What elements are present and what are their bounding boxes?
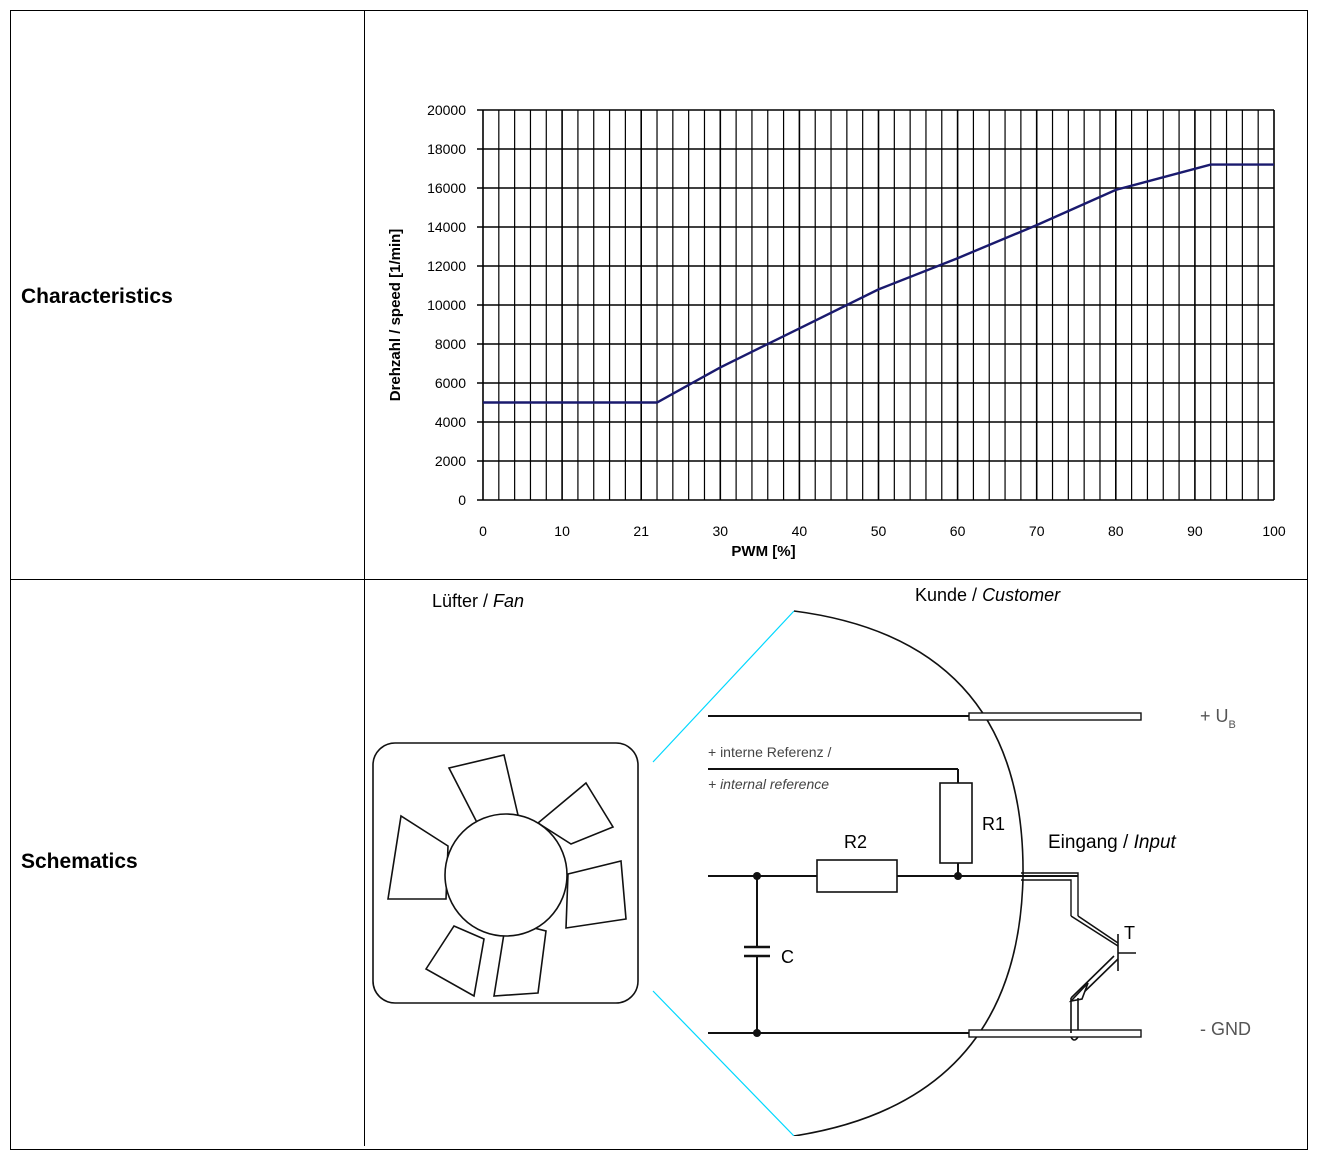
x-tick-labels: 0 10 21 30 40 50 60 70 80 90 100 <box>479 523 1286 539</box>
boundary-line-bottom <box>652 990 795 1136</box>
gnd-label: - GND <box>1200 1019 1251 1039</box>
x-tick-label: 100 <box>1262 523 1286 539</box>
y-tick-label: 4000 <box>435 414 466 430</box>
y-tick-label: 0 <box>458 492 466 508</box>
y-tick-label: 2000 <box>435 453 466 469</box>
x-tick-label: 40 <box>792 523 808 539</box>
speed-pwm-chart: 0 2000 4000 6000 8000 10000 12000 14000 16000 180… <box>387 102 1286 560</box>
transistor-t <box>1068 915 1136 1041</box>
table-row-divider <box>10 579 1308 580</box>
x-tick-label: 60 <box>950 523 966 539</box>
t-label: T <box>1124 923 1135 943</box>
r1-label: R1 <box>982 814 1005 834</box>
y-tick-label: 18000 <box>427 141 466 157</box>
y-tick-labels: 0 2000 4000 6000 8000 10000 12000 14000 16000 180… <box>427 102 466 508</box>
boundary-line-top <box>652 610 795 763</box>
y-tick-label: 12000 <box>427 258 466 274</box>
node-dot <box>954 872 962 880</box>
fan-title: Lüfter / Fan <box>432 591 524 611</box>
speed-series-line <box>483 163 1274 404</box>
schematic-diagram: Lüfter / Fan Kunde / Customer + UB + int… <box>372 585 1251 1136</box>
supply-label: + UB <box>1200 706 1236 731</box>
x-tick-label: 10 <box>554 523 570 539</box>
y-tick-label: 20000 <box>427 102 466 118</box>
schematics-label: Schematics <box>21 850 138 873</box>
x-tick-label: 80 <box>1108 523 1124 539</box>
c-label: C <box>781 947 794 967</box>
y-axis-title: Drehzahl / speed [1/min] <box>387 229 404 402</box>
horizontal-gridlines <box>477 109 1274 501</box>
y-tick-label: 16000 <box>427 180 466 196</box>
x-axis-title: PWM [%] <box>731 543 795 560</box>
fan-icon <box>372 742 639 1004</box>
reference-label-de: + interne Referenz / <box>708 744 831 760</box>
characteristics-label: Characteristics <box>21 285 173 308</box>
supply-terminal <box>968 712 1142 721</box>
y-tick-label: 10000 <box>427 297 466 313</box>
resistor-r2 <box>816 859 898 893</box>
x-tick-label: 50 <box>871 523 887 539</box>
table-column-divider <box>364 10 365 1146</box>
x-tick-label: 21 <box>633 523 649 539</box>
x-tick-label: 90 <box>1187 523 1203 539</box>
y-tick-label: 6000 <box>435 375 466 391</box>
x-tick-label: 30 <box>713 523 729 539</box>
r2-label: R2 <box>844 832 867 852</box>
input-label: Eingang / Input <box>1048 832 1177 853</box>
x-tick-label: 70 <box>1029 523 1045 539</box>
y-tick-label: 14000 <box>427 219 466 235</box>
reference-label-en: + internal reference <box>708 776 829 792</box>
customer-title: Kunde / Customer <box>915 585 1061 605</box>
resistor-r1 <box>939 782 973 864</box>
x-tick-label: 0 <box>479 523 487 539</box>
y-tick-label: 8000 <box>435 336 466 352</box>
gnd-terminal <box>968 1029 1142 1038</box>
